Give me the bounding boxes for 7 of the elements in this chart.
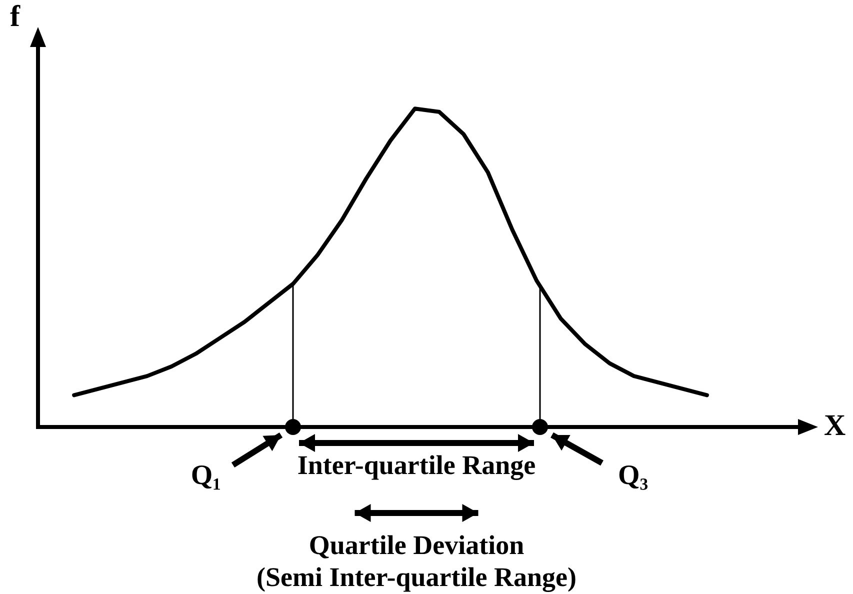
x-axis-title: X — [824, 409, 846, 443]
text: Q₃ — [618, 460, 648, 492]
text: Inter-quartile Range — [297, 450, 536, 480]
text: (Semi Inter-quartile Range) — [256, 562, 576, 592]
y-axis-title: f — [10, 0, 20, 34]
text: Quartile Deviation — [308, 530, 524, 560]
text: Q₁ — [190, 460, 221, 492]
